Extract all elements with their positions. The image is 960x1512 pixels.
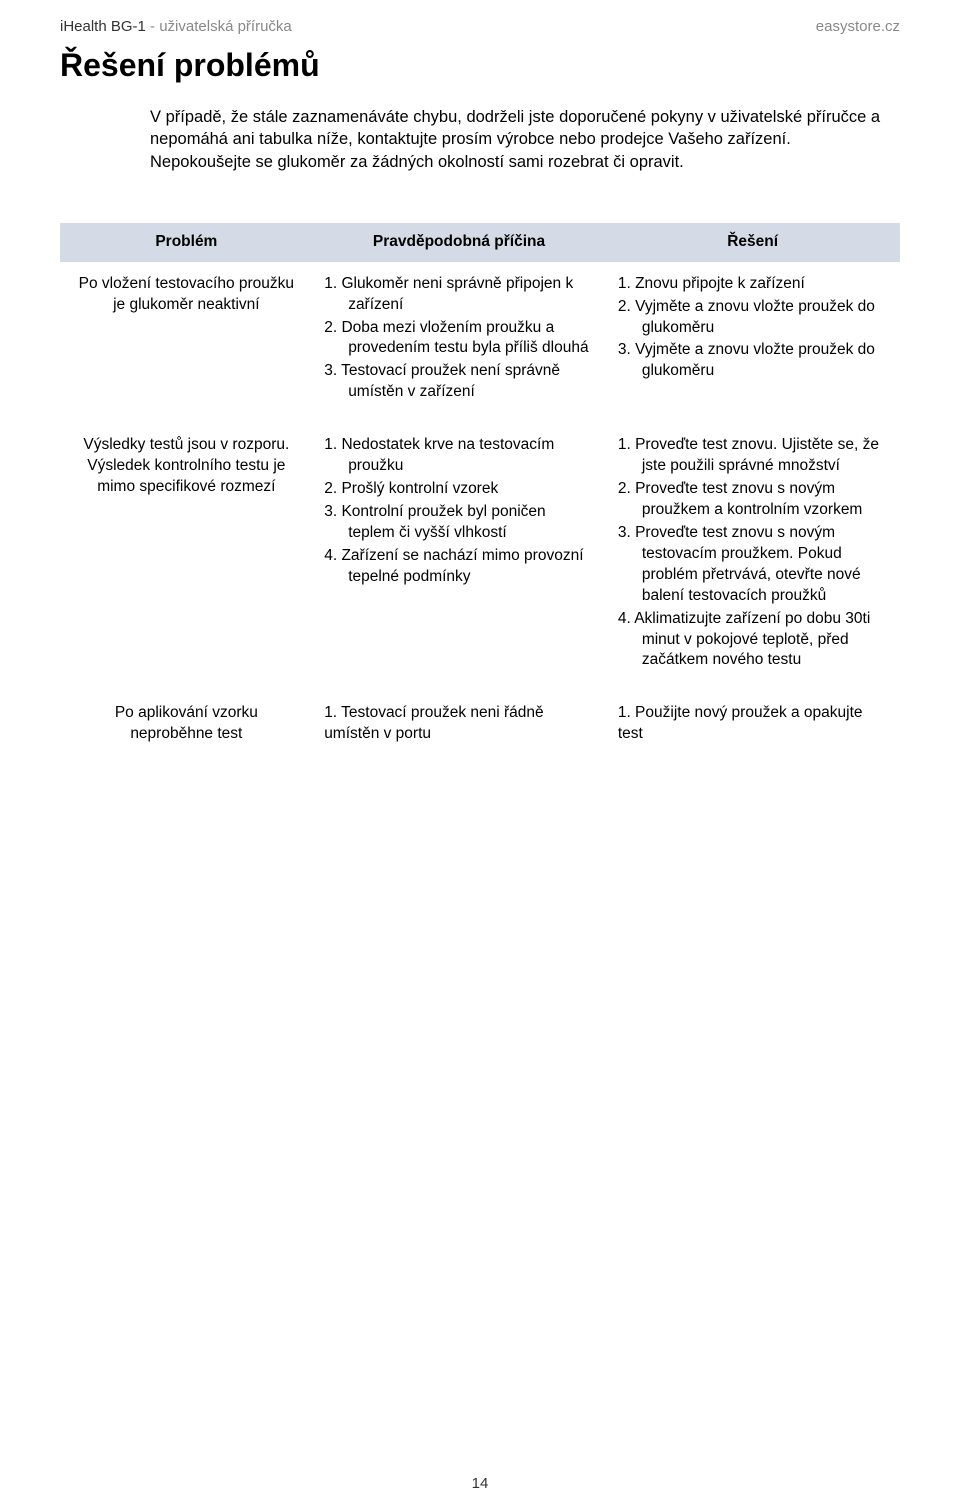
header-site: easystore.cz [816,18,900,35]
cell-cause: Glukoměr neni správně připojen k zařízen… [312,261,606,423]
page-header: iHealth BG-1 - uživatelská příručka easy… [60,18,900,35]
cell-cause: 1. Testovací proužek neni řádně umístěn … [312,691,606,763]
cell-problem: Výsledky testů jsou v rozporu. Výsledek … [61,423,313,691]
list-item: Zařízení se nachází mimo provozní tepeln… [324,546,594,588]
table-row: Po aplikování vzorku neproběhne test 1. … [61,691,900,763]
list-item: Vyjměte a znovu vložte proužek do glukom… [618,340,888,382]
solution-text: 1. Použijte nový proužek a opakujte test [618,703,888,745]
cell-solution: Proveďte test znovu. Ujistěte se, že jst… [606,423,900,691]
cell-cause: Nedostatek krve na testovacím proužku Pr… [312,423,606,691]
th-solution: Řešení [606,223,900,261]
solution-list: Znovu připojte k zařízení Vyjměte a znov… [618,274,888,383]
table-row: Výsledky testů jsou v rozporu. Výsledek … [61,423,900,691]
page-number: 14 [0,1475,960,1492]
list-item: Glukoměr neni správně připojen k zařízen… [324,274,594,316]
troubleshoot-table: Problém Pravděpodobná příčina Řešení Po … [60,223,900,763]
cell-solution: Znovu připojte k zařízení Vyjměte a znov… [606,261,900,423]
cause-text: 1. Testovací proužek neni řádně umístěn … [324,703,594,745]
list-item: Vyjměte a znovu vložte proužek do glukom… [618,297,888,339]
th-problem: Problém [61,223,313,261]
cell-solution: 1. Použijte nový proužek a opakujte test [606,691,900,763]
list-item: Doba mezi vložením proužku a provedením … [324,318,594,360]
list-item: Proveďte test znovu s novým proužkem a k… [618,479,888,521]
list-item: Prošlý kontrolní vzorek [324,479,594,500]
cell-problem: Po vložení testovacího proužku je glukom… [61,261,313,423]
solution-list: Proveďte test znovu. Ujistěte se, že jst… [618,435,888,671]
document-page: iHealth BG-1 - uživatelská příručka easy… [0,0,960,1512]
product-name: iHealth BG-1 [60,18,146,35]
list-item: Testovací proužek není správně umístěn v… [324,361,594,403]
intro-paragraph: V případě, že stále zaznamenáváte chybu,… [150,106,890,173]
cause-list: Nedostatek krve na testovacím proužku Pr… [324,435,594,587]
header-subtitle: - uživatelská příručka [146,18,292,35]
list-item: Kontrolní proužek byl poničen teplem či … [324,502,594,544]
list-item: Znovu připojte k zařízení [618,274,888,295]
header-left: iHealth BG-1 - uživatelská příručka [60,18,292,35]
cause-list: Glukoměr neni správně připojen k zařízen… [324,274,594,404]
table-row: Po vložení testovacího proužku je glukom… [61,261,900,423]
list-item: Aklimatizujte zařízení po dobu 30ti minu… [618,609,888,672]
page-title: Řešení problémů [60,47,900,84]
table-header-row: Problém Pravděpodobná příčina Řešení [61,223,900,261]
list-item: Proveďte test znovu. Ujistěte se, že jst… [618,435,888,477]
th-cause: Pravděpodobná příčina [312,223,606,261]
list-item: Proveďte test znovu s novým testovacím p… [618,523,888,607]
cell-problem: Po aplikování vzorku neproběhne test [61,691,313,763]
list-item: Nedostatek krve na testovacím proužku [324,435,594,477]
